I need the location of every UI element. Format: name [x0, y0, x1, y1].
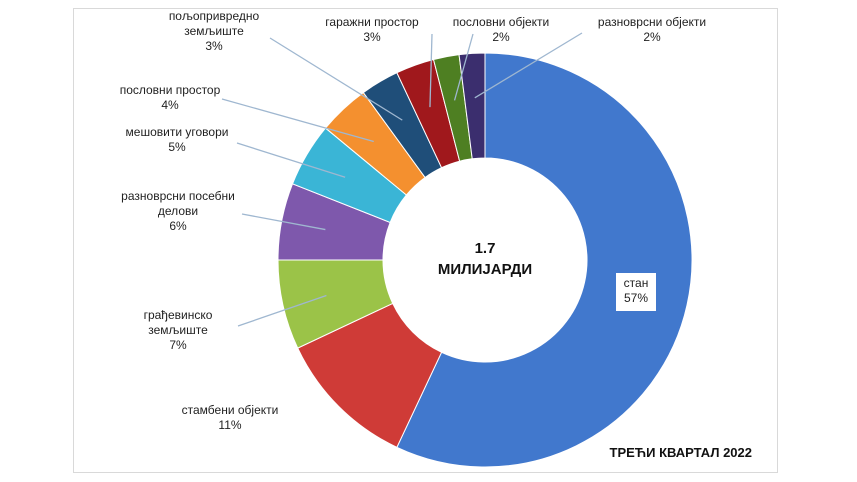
center-value: 1.7	[475, 240, 496, 257]
name-label-стамбени-објекти: стамбени објекти	[182, 403, 279, 417]
name-label-пољопривредно-земљиште: земљиште	[184, 24, 244, 38]
name-label-грађевинско-земљиште: земљиште	[148, 323, 208, 337]
label-box-стан	[616, 273, 656, 311]
value-label-стамбени-објекти: 11%	[218, 418, 241, 432]
leader-грађевинско-земљиште	[237, 294, 327, 327]
name-label-пословни-простор: пословни простор	[120, 83, 221, 97]
value-label-стан: 57%	[624, 291, 648, 305]
value-label-мешовити-уговори: 5%	[168, 140, 186, 154]
name-label-стан: стан	[624, 276, 649, 290]
value-label-гаражни-простор: 3%	[363, 30, 381, 44]
name-label-гаражни-простор: гаражни простор	[325, 15, 419, 29]
name-label-пословни-објекти: пословни објекти	[453, 15, 550, 29]
value-label-пословни-простор: 4%	[161, 98, 179, 112]
leader-мешовити-уговори	[236, 142, 346, 178]
leader-пољопривредно-земљиште	[269, 37, 403, 121]
name-label-разноврсни-посебни-делови: делови	[158, 204, 198, 218]
name-label-разноврсни-посебни-делови: разноврсни посебни	[121, 189, 235, 203]
period-label: ТРЕЋИ КВАРТАЛ 2022	[610, 445, 753, 460]
value-label-пољопривредно-земљиште: 3%	[205, 39, 223, 53]
name-label-пољопривредно-земљиште: пољопривредно	[169, 9, 260, 23]
slice-стан	[396, 52, 693, 468]
leader-пословни-простор	[221, 98, 374, 143]
leader-разноврсни-објекти	[474, 32, 583, 99]
leader-разноврсни-посебни-делови	[241, 213, 326, 231]
value-label-пословни-објекти: 2%	[492, 30, 510, 44]
leader-lines	[221, 32, 583, 327]
leader-гаражни-простор	[429, 33, 433, 108]
center-unit: МИЛИЈАРДИ	[438, 261, 532, 278]
leader-пословни-објекти	[453, 33, 474, 101]
value-label-разноврсни-објекти: 2%	[643, 30, 661, 44]
name-label-разноврсни-објекти: разноврсни објекти	[598, 15, 706, 29]
name-label-грађевинско-земљиште: грађевинско	[144, 308, 213, 322]
donut-slices	[277, 52, 693, 468]
value-label-разноврсни-посебни-делови: 6%	[169, 219, 187, 233]
name-label-мешовити-уговори: мешовити уговори	[126, 125, 229, 139]
value-label-грађевинско-земљиште: 7%	[169, 338, 187, 352]
